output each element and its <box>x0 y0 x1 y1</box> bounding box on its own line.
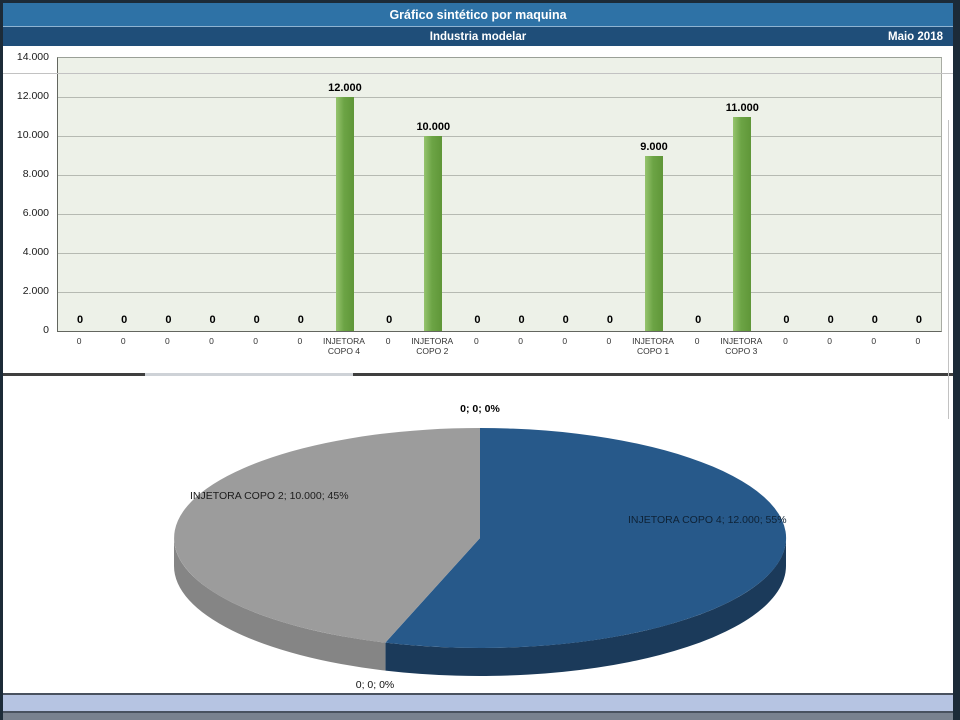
category-label: 0 <box>827 336 832 346</box>
pie-chart[interactable]: 0; 0; 0% INJETORA COPO 2; 10.000; 45% IN… <box>3 376 953 693</box>
pie-label-copo4: INJETORA COPO 4; 12.000; 55% <box>628 514 787 526</box>
page-title: Gráfico sintético por maquina <box>389 7 567 22</box>
category-label: INJETORA COPO 4 <box>323 336 365 357</box>
bar <box>645 155 664 331</box>
category-label: 0 <box>474 336 479 346</box>
pie-label-copo2: INJETORA COPO 2; 10.000; 45% <box>190 490 349 502</box>
bar-zero-label: 0 <box>695 314 702 326</box>
bar-zero-label: 0 <box>562 314 569 326</box>
window-border-left <box>0 0 3 720</box>
window-border-right <box>953 0 960 720</box>
gridline <box>58 253 941 254</box>
category-label: 0 <box>253 336 259 346</box>
category-label: 0 <box>120 336 126 346</box>
bar-zero-label: 0 <box>915 314 922 326</box>
gridline <box>58 214 941 215</box>
bar-zero-label: 0 <box>827 314 834 326</box>
category-label: 0 <box>518 336 523 346</box>
y-tick-label: 0 <box>43 324 49 336</box>
pie-side-INJETORA COPO 4 <box>385 538 786 676</box>
footer-line-top <box>3 693 953 695</box>
category-label: 0 <box>209 336 214 346</box>
chart-separator <box>3 373 953 376</box>
x-category-axis: 0 0 0 0 0 0 INJETORA COPO 4 0 INJETORA COPO 2 0 0 0… <box>57 333 940 371</box>
bar-zero-label: 0 <box>386 314 393 326</box>
bar-zero-label: 0 <box>474 314 481 326</box>
gridline <box>58 292 941 293</box>
y-tick-label: 10.000 <box>16 129 49 141</box>
bar-zero-label: 0 <box>606 314 613 326</box>
y-axis: 0 2.000 4.000 6.000 8.000 10.000 12.000 14.000 <box>5 51 55 336</box>
pie-side-INJETORA COPO 2 <box>174 538 386 671</box>
y-tick-label: 12.000 <box>16 90 49 102</box>
chart-object-right-border <box>948 120 949 419</box>
category-label: INJETORA COPO 3 <box>720 336 763 357</box>
bar-zero-label: 0 <box>783 314 790 326</box>
subtitle: Industria modelar <box>429 30 527 43</box>
footer-line-bottom <box>3 711 953 713</box>
y-tick-label: 6.000 <box>22 207 49 219</box>
category-label: 0 <box>915 336 921 346</box>
bar-value-label: 12.000 <box>328 82 362 94</box>
bar-zero-label: 0 <box>77 314 84 326</box>
y-tick-label: 8.000 <box>22 168 49 180</box>
category-label: 0 <box>606 336 612 346</box>
bar-zero-label: 0 <box>209 314 216 326</box>
bar <box>335 97 354 331</box>
bar-zero-label: 0 <box>253 314 260 326</box>
bar-zero-label: 0 <box>165 314 172 326</box>
bar-chart[interactable]: 0 2.000 4.000 6.000 8.000 10.000 12.000 14.000 … <box>3 46 953 419</box>
bar-value-label: 10.000 <box>416 121 451 133</box>
bar-zero-label: 0 <box>518 314 525 326</box>
gridline <box>58 136 941 137</box>
footer-strip <box>3 713 953 720</box>
category-label: 0 <box>165 336 170 346</box>
y-tick-label: 4.000 <box>22 246 49 258</box>
pie-label-zero-top: 0; 0; 0% <box>460 403 500 415</box>
bar-zero-label: 0 <box>297 314 304 326</box>
pie-svg <box>174 428 787 676</box>
category-label: 0 <box>297 336 303 346</box>
footer-band <box>3 695 953 711</box>
pie-slice-INJETORA COPO 2 <box>174 428 480 643</box>
bar <box>733 116 752 331</box>
subtitle-bar: Industria modelar Maio 2018 <box>3 27 953 46</box>
title-bar: Gráfico sintético por maquina <box>3 3 953 27</box>
y-tick-label: 14.000 <box>16 51 49 63</box>
bar <box>424 136 443 331</box>
category-label: INJETORA COPO 2 <box>411 336 454 357</box>
gridline <box>58 175 941 176</box>
bar-plot: 0 0 0 0 0 0 12.000 0 10.000 0 0 0 0 9.000 0 11.000 0 0 0 0 <box>57 57 942 332</box>
pie-slice-INJETORA COPO 4 <box>385 428 787 648</box>
bar-zero-label: 0 <box>121 314 128 326</box>
y-tick-label: 2.000 <box>22 285 49 297</box>
category-label: 0 <box>385 336 391 346</box>
bar-zero-label: 0 <box>871 314 878 326</box>
category-label: 0 <box>694 336 700 346</box>
window-border-top <box>0 0 960 3</box>
chart-object-boundary-line <box>3 73 953 74</box>
category-label: 0 <box>871 336 877 346</box>
period-label: Maio 2018 <box>888 30 943 43</box>
category-label: 0 <box>562 336 568 346</box>
category-label: 0 <box>76 336 82 346</box>
category-label: INJETORA COPO 1 <box>632 336 674 357</box>
category-label: 0 <box>783 336 788 346</box>
bar-value-label: 9.000 <box>640 140 668 153</box>
pie-label-zero-bottom: 0; 0; 0% <box>355 679 395 691</box>
chart-separator-light-segment <box>145 373 353 376</box>
bar-value-label: 11.000 <box>725 101 759 114</box>
gridline <box>58 97 941 98</box>
